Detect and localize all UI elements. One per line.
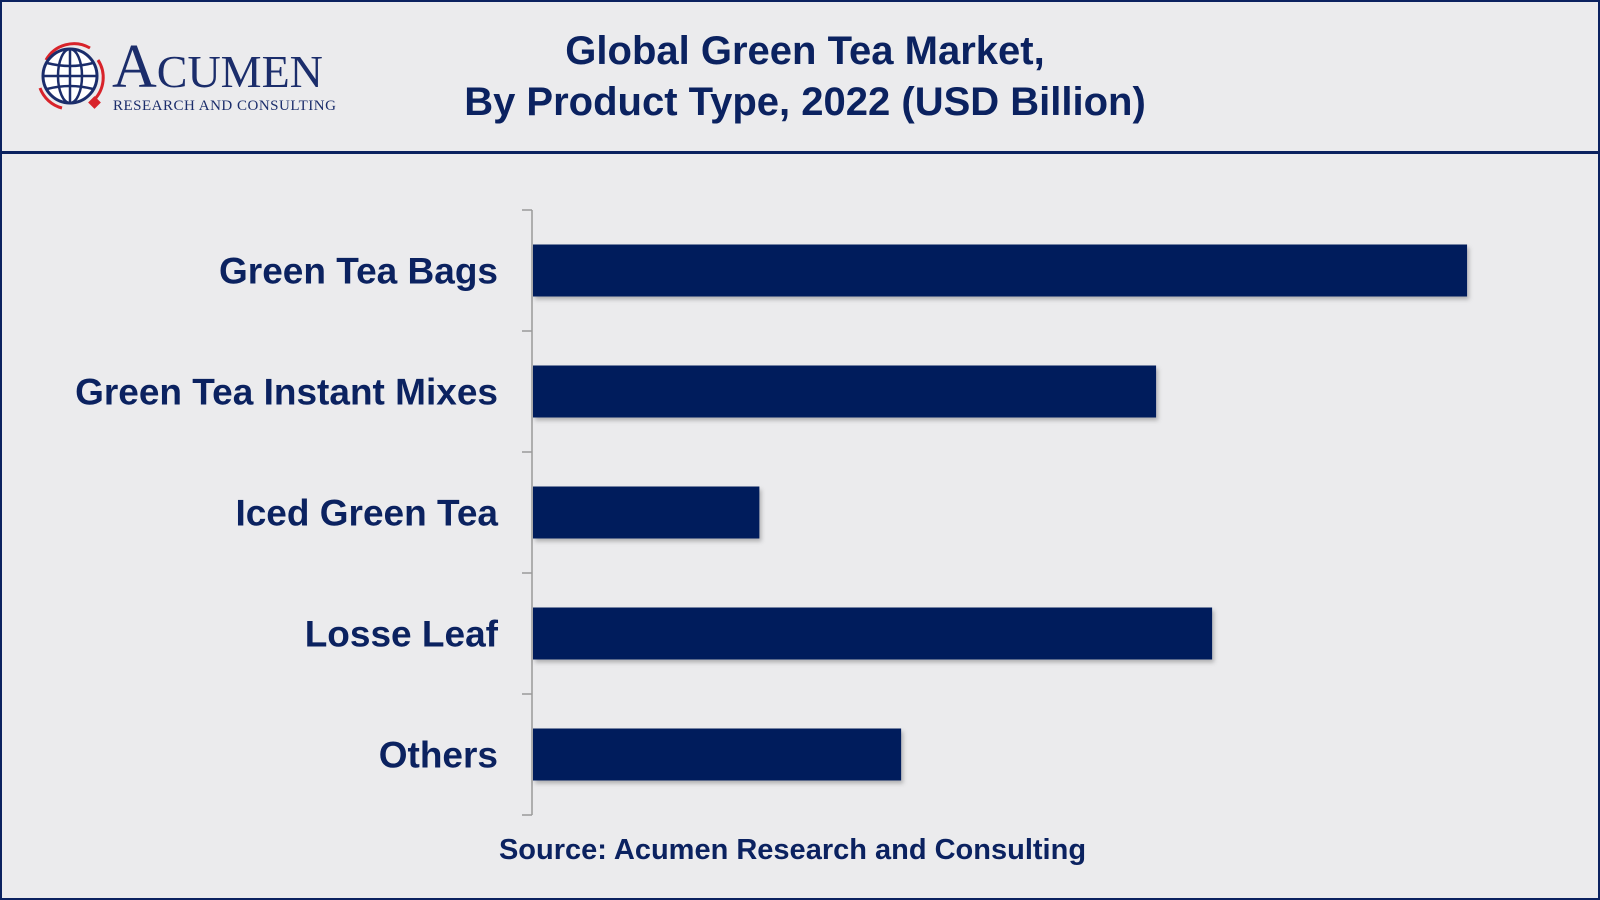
category-label: Green Tea Instant Mixes — [75, 372, 498, 413]
category-label: Green Tea Bags — [219, 251, 498, 292]
header-divider — [0, 151, 1600, 154]
source-note: Source: Acumen Research and Consulting — [498, 834, 1087, 866]
chart-title-line-1: Global Green Tea Market, — [565, 29, 1045, 73]
logo-initial: A — [112, 33, 157, 101]
bar — [533, 244, 1468, 297]
logo-tagline: RESEARCH AND CONSULTING — [113, 98, 337, 114]
chart-title-line-2: By Product Type, 2022 (USD Billion) — [464, 80, 1146, 124]
logo-wordmark: ACUMEN — [112, 36, 323, 103]
bar — [533, 486, 760, 539]
chart-title: Global Green Tea Market, By Product Type… — [380, 26, 1230, 128]
globe-icon — [38, 42, 105, 110]
category-label: Iced Green Tea — [235, 493, 498, 534]
bar — [533, 365, 1157, 418]
category-label: Losse Leaf — [305, 614, 499, 655]
bar — [533, 728, 902, 781]
bar — [533, 607, 1213, 660]
acumen-logo: ACUMEN RESEARCH AND CONSULTING — [32, 34, 362, 114]
logo-name-rest: CUMEN — [156, 46, 323, 97]
category-label: Others — [379, 735, 498, 776]
